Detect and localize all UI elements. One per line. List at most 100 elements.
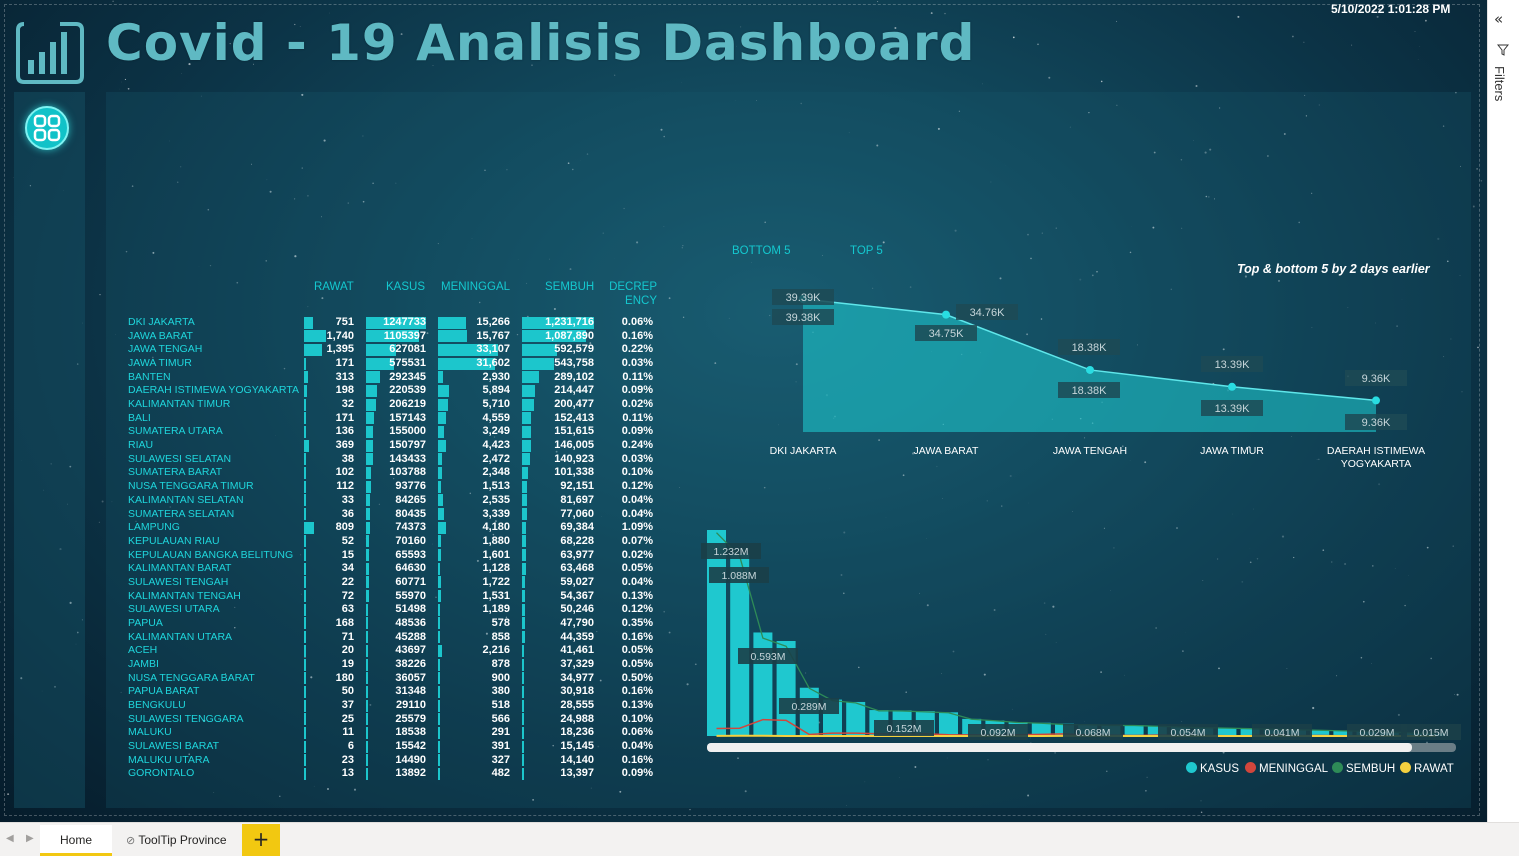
rawat-data-bar	[304, 726, 306, 739]
filters-label[interactable]: Filters	[1492, 66, 1507, 102]
sembuh-value: 592,579	[554, 343, 594, 356]
kasus-data-bar	[366, 508, 370, 521]
col-header-sembuh[interactable]: SEMBUH	[545, 281, 595, 293]
sembuh-data-bar	[522, 658, 525, 671]
kasus-value: 157143	[389, 411, 426, 424]
kasus-bar[interactable]	[1124, 725, 1144, 736]
col-header-kasus[interactable]: KASUS	[386, 281, 425, 293]
sembuh-value: 289,102	[554, 370, 594, 383]
province-name: NUSA TENGGARA BARAT	[128, 671, 255, 684]
kasus-bar[interactable]	[846, 701, 866, 736]
legend-dot-icon	[1332, 762, 1343, 773]
data-point[interactable]	[1228, 382, 1236, 391]
sembuh-value: 37,329	[560, 658, 594, 670]
svg-text:0.092M: 0.092M	[980, 727, 1015, 739]
legend-item[interactable]: SEMBUH	[1332, 762, 1395, 775]
filter-icon[interactable]	[1497, 44, 1509, 56]
province-name: KALIMANTAN BARAT	[128, 562, 232, 575]
kasus-value: 14490	[395, 753, 426, 766]
rawat-data-bar	[304, 521, 315, 534]
top-bottom-area-chart: 39.39K 34.76K 18.38K 13.39K 9.36K 39.38K 34.75…	[772, 289, 1407, 432]
navigation-button[interactable]	[25, 106, 69, 150]
kasus-data-bar	[366, 754, 368, 767]
bar-data-label: 0.152M	[874, 720, 934, 736]
meninggal-data-bar	[438, 740, 440, 753]
legend-label: KASUS	[1200, 763, 1239, 775]
bar-data-label: 0.041M	[1252, 724, 1312, 740]
decrepency-value: 0.09%	[621, 425, 653, 438]
tab-tooltip-province[interactable]: ⊘ ToolTip Province	[114, 825, 242, 856]
kasus-bar[interactable]	[1310, 730, 1330, 736]
chevron-left-icon[interactable]: ◀	[6, 833, 14, 844]
scrollbar-thumb[interactable]	[707, 743, 1412, 752]
kasus-value: 13892	[395, 767, 426, 780]
tab-home[interactable]: Home	[40, 825, 112, 856]
legend-item[interactable]: KASUS	[1186, 762, 1239, 775]
kasus-bar[interactable]	[1217, 727, 1237, 736]
meninggal-value: 2,348	[482, 466, 510, 479]
data-label: 34.75K	[915, 325, 977, 341]
chevron-right-icon[interactable]: ▶	[26, 833, 34, 844]
tab-bottom-5[interactable]: BOTTOM 5	[732, 245, 791, 257]
canvas-frame	[4, 4, 1480, 816]
rawat-data-bar	[304, 371, 308, 384]
kasus-data-bar	[366, 343, 397, 356]
meninggal-value: 15,266	[476, 316, 510, 328]
rawat-value: 23	[341, 753, 354, 766]
rawat-value: 180	[335, 671, 354, 684]
kasus-bar[interactable]	[1333, 730, 1353, 736]
province-name: GORONTALO	[128, 767, 195, 780]
col-header-meninggal[interactable]: MENINGGAL	[441, 281, 511, 293]
kasus-value: 18538	[395, 726, 426, 739]
add-page-button[interactable]: +	[242, 824, 280, 856]
meninggal-value: 15,767	[476, 329, 510, 342]
kasus-data-bar	[366, 603, 369, 616]
meninggal-data-bar	[438, 425, 444, 438]
bar-data-label: 1.088M	[709, 567, 769, 583]
province-bar-chart: 1.232M 1.088M 0.593M 0.289M 0.152M 0.092M 0.06…	[701, 530, 1461, 752]
kasus-value: 627081	[389, 343, 426, 356]
meninggal-data-bar	[438, 357, 496, 370]
legend-item[interactable]: RAWAT	[1400, 762, 1454, 775]
col-header-rawat[interactable]: RAWAT	[314, 281, 354, 293]
meninggal-value: 391	[491, 740, 510, 753]
kasus-bar[interactable]	[730, 553, 750, 736]
kasus-value: 60771	[395, 575, 426, 588]
meninggal-value: 3,339	[482, 507, 510, 520]
svg-text:0.041M: 0.041M	[1264, 727, 1299, 739]
collapse-pane-icon[interactable]: «	[1494, 10, 1504, 28]
kasus-bar[interactable]	[707, 530, 726, 736]
sembuh-data-bar	[522, 699, 524, 712]
rawat-data-bar	[304, 316, 314, 329]
decrepency-value: 0.11%	[622, 370, 653, 383]
bar-data-label: 0.289M	[779, 698, 839, 714]
sembuh-data-bar	[522, 439, 531, 452]
line-chart-title: Top & bottom 5 by 2 days earlier	[1237, 262, 1430, 276]
data-point[interactable]	[942, 310, 950, 319]
meninggal-value: 2,535	[482, 493, 510, 506]
sembuh-value: 214,447	[554, 384, 594, 397]
meninggal-value: 2,216	[482, 644, 510, 657]
rawat-data-bar	[304, 535, 306, 548]
kasus-bar[interactable]	[939, 712, 958, 736]
kasus-bar[interactable]	[1147, 725, 1167, 736]
rawat-value: 52	[341, 534, 354, 547]
tab-top-5[interactable]: TOP 5	[850, 245, 883, 257]
sembuh-data-bar	[522, 535, 526, 548]
rawat-data-bar	[304, 699, 306, 712]
sembuh-value: 68,228	[560, 534, 594, 547]
legend-item[interactable]: MENINGGAL	[1245, 762, 1328, 775]
province-name: KEPULAUAN RIAU	[128, 534, 220, 547]
col-header-decrepency[interactable]: DECREP ENCY	[609, 281, 657, 307]
meninggal-data-bar	[438, 439, 447, 452]
refresh-timestamp: 5/10/2022 1:01:28 PM	[1331, 2, 1451, 16]
rawat-value: 63	[341, 603, 354, 616]
kasus-bar[interactable]	[1031, 722, 1051, 736]
data-point[interactable]	[1372, 396, 1380, 405]
rawat-value: 1,395	[326, 343, 354, 356]
province-name: SUMATERA BARAT	[128, 466, 223, 479]
kasus-bar[interactable]	[1240, 728, 1260, 736]
rawat-value: 25	[341, 712, 354, 725]
kasus-value: 31348	[395, 685, 426, 698]
data-point[interactable]	[1086, 365, 1094, 374]
